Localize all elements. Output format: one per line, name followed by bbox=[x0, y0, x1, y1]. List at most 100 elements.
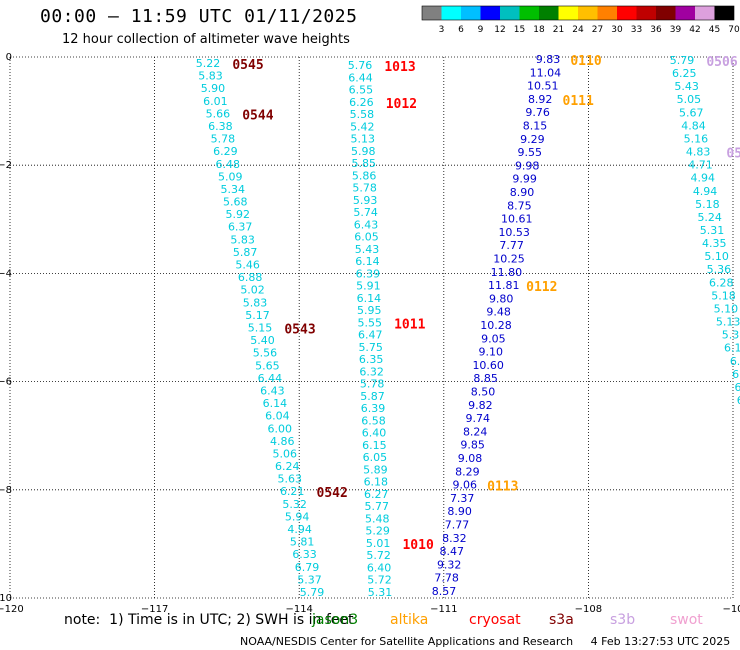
wave-height-value: 5.10 bbox=[714, 302, 739, 315]
wave-height-value: 7.37 bbox=[450, 492, 475, 505]
wave-height-value: 6.33 bbox=[292, 548, 317, 561]
altimeter-track: 5.796.255.435.055.674.845.164.834.714.94… bbox=[670, 54, 740, 407]
wave-height-value: 5.22 bbox=[196, 57, 221, 70]
wave-height-value: 6.27 bbox=[364, 488, 389, 501]
wave-height-value: 6. bbox=[732, 368, 740, 381]
wave-height-value: 5.37 bbox=[297, 573, 322, 586]
wave-height-value: 6.05 bbox=[354, 231, 379, 244]
wave-height-value: 5.95 bbox=[357, 304, 382, 317]
wave-height-value: 4.71 bbox=[688, 159, 713, 172]
wave-height-value: 5.68 bbox=[223, 196, 248, 209]
wave-height-value: 5.74 bbox=[353, 206, 378, 219]
wave-height-value: 10.25 bbox=[493, 253, 525, 266]
pass-time-label: 0113 bbox=[487, 480, 518, 495]
wave-height-value: 8.29 bbox=[455, 465, 480, 478]
color-swatch bbox=[675, 6, 695, 20]
satellite-legend-item: cryosat bbox=[469, 612, 521, 628]
wave-height-value: 5.72 bbox=[367, 574, 392, 587]
y-tick-label: −8 bbox=[0, 485, 12, 496]
wave-height-value: 5.89 bbox=[363, 463, 388, 476]
color-tick-label: 30 bbox=[611, 25, 623, 35]
chart-subtitle: 12 hour collection of altimeter wave hei… bbox=[62, 32, 350, 47]
wave-height-value: 5.13 bbox=[716, 316, 740, 329]
wave-height-value: 9.32 bbox=[437, 558, 462, 571]
wave-height-value: 5.17 bbox=[245, 309, 270, 322]
color-tick-label: 24 bbox=[572, 25, 584, 35]
color-tick-label: 3 bbox=[439, 25, 445, 35]
color-tick-label: 6 bbox=[458, 25, 464, 35]
wave-height-value: 8.85 bbox=[473, 372, 498, 385]
wave-height-value: 5.87 bbox=[233, 246, 258, 259]
wave-height-value: 5.83 bbox=[243, 296, 268, 309]
wave-height-value: 5.18 bbox=[695, 198, 720, 211]
wave-height-value: 11.04 bbox=[530, 66, 562, 79]
pass-time-label: 1011 bbox=[394, 317, 425, 332]
y-tick-label: −2 bbox=[0, 160, 12, 171]
wave-height-value: 10.53 bbox=[498, 226, 530, 239]
wave-height-value: 5.31 bbox=[368, 586, 393, 599]
wave-height-value: 6.29 bbox=[213, 145, 238, 158]
wave-height-value: 5.18 bbox=[711, 289, 736, 302]
wave-height-value: 5.16 bbox=[684, 132, 709, 145]
color-swatch bbox=[500, 6, 520, 20]
wave-height-value: 6.15 bbox=[362, 439, 387, 452]
wave-height-value: 10.51 bbox=[527, 80, 559, 93]
color-swatch bbox=[695, 6, 715, 20]
wave-height-value: 5.34 bbox=[221, 183, 246, 196]
wave-height-value: 6.48 bbox=[216, 158, 241, 171]
wave-height-value: 5.3 bbox=[722, 329, 740, 342]
wave-height-value: 6.39 bbox=[361, 402, 386, 415]
wave-height-value: 5.42 bbox=[350, 120, 375, 133]
color-tick-label: 42 bbox=[689, 25, 700, 35]
wave-height-value: 4.83 bbox=[686, 146, 711, 159]
satellite-legend-item: swot bbox=[670, 612, 703, 628]
wave-height-value: 6.28 bbox=[709, 276, 734, 289]
x-tick-label: −108 bbox=[575, 604, 602, 615]
color-tick-label: 33 bbox=[631, 25, 642, 35]
wave-height-value: 6.88 bbox=[238, 271, 263, 284]
wave-height-value: 4.86 bbox=[270, 435, 295, 448]
color-swatch bbox=[519, 6, 539, 20]
wave-height-value: 5.83 bbox=[230, 233, 255, 246]
pass-time-label: 050 bbox=[726, 147, 740, 162]
x-tick-label: −120 bbox=[0, 604, 24, 615]
wave-height-value: 9.80 bbox=[489, 292, 514, 305]
color-tick-label: 18 bbox=[533, 25, 545, 35]
wave-height-value: 5.55 bbox=[358, 316, 383, 329]
wave-height-value: 9.10 bbox=[479, 346, 504, 359]
wave-height-value: 9.83 bbox=[536, 53, 561, 66]
wave-height-value: 5.98 bbox=[351, 145, 376, 158]
wave-height-value: 6.40 bbox=[367, 561, 392, 574]
color-tick-label: 39 bbox=[670, 25, 682, 35]
wave-height-value: 5.06 bbox=[273, 447, 298, 460]
x-tick-label: −10 bbox=[722, 604, 740, 615]
altimeter-track: 9.8311.0410.518.929.768.159.299.559.989.… bbox=[432, 53, 602, 598]
wave-height-value: 5.78 bbox=[352, 182, 377, 195]
color-swatch bbox=[617, 6, 637, 20]
wave-height-value: 11.81 bbox=[488, 279, 520, 292]
color-tick-label: 27 bbox=[592, 25, 603, 35]
wave-height-value: 8.92 bbox=[528, 93, 553, 106]
pass-time-label: 0112 bbox=[526, 280, 557, 295]
pass-time-label: 1013 bbox=[384, 60, 415, 75]
wave-height-value: 6.55 bbox=[349, 84, 374, 97]
x-tick-label: −117 bbox=[141, 604, 168, 615]
wave-height-value: 9.29 bbox=[520, 133, 545, 146]
wave-height-value: 6.43 bbox=[260, 384, 285, 397]
wave-height-value: 10.61 bbox=[501, 213, 533, 226]
footnote: note: 1) Time is in UTC; 2) SWH is in fe… bbox=[64, 612, 354, 628]
wave-height-value: 9.06 bbox=[453, 479, 478, 492]
wave-height-value: 5.76 bbox=[348, 59, 373, 72]
wave-height-value: 6.05 bbox=[363, 451, 388, 464]
wave-height-value: 5.94 bbox=[285, 510, 310, 523]
wave-height-value: 5.15 bbox=[248, 322, 273, 335]
wave-height-value: 4.94 bbox=[287, 523, 312, 536]
wave-height-value: 5.91 bbox=[356, 280, 381, 293]
wave-height-value: 6.26 bbox=[349, 96, 374, 109]
pass-time-label: 0542 bbox=[317, 486, 348, 501]
color-swatch bbox=[422, 6, 442, 20]
wave-height-value: 5.10 bbox=[704, 250, 729, 263]
wave-height-value: 5.75 bbox=[358, 341, 383, 354]
